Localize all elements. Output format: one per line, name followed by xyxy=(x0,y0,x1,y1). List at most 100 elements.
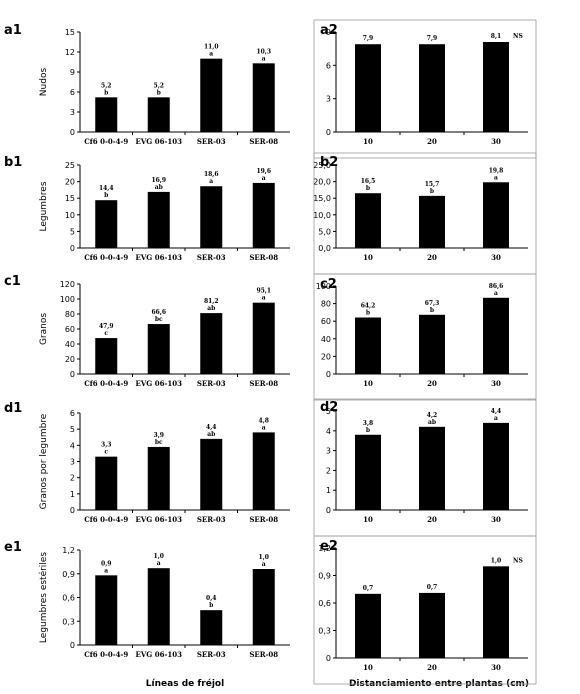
significance-letter: ab xyxy=(207,431,215,438)
y-axis-label-a1: Nudos xyxy=(39,68,49,97)
data-label: 81,2 xyxy=(204,298,219,305)
x-tick-label: 30 xyxy=(491,253,501,262)
bar xyxy=(95,338,118,374)
significance-letter: a xyxy=(262,424,266,431)
x-tick-label: SER-08 xyxy=(249,253,278,262)
x-tick-label: SER-03 xyxy=(197,137,226,146)
data-label: 0,7 xyxy=(427,584,437,591)
y-tick-label: 0 xyxy=(326,654,331,663)
panel-frame xyxy=(313,19,537,159)
y-tick-label: 10 xyxy=(65,211,75,220)
y-tick-label: 15 xyxy=(65,28,75,37)
significance-letter: b xyxy=(104,89,108,96)
y-tick-label: 60 xyxy=(65,325,75,334)
bar xyxy=(483,42,509,132)
y-tick-label: 3 xyxy=(70,458,75,467)
bar xyxy=(355,317,381,374)
data-label: 0,9 xyxy=(101,560,111,567)
bar xyxy=(200,438,223,510)
y-tick-label: 6 xyxy=(70,88,75,97)
significance-letter: b xyxy=(366,185,370,192)
panel-label-c1: c1 xyxy=(4,274,21,289)
ns-note: NS xyxy=(513,557,523,564)
y-axis-label-e1: Legumbres estériles xyxy=(38,552,49,643)
y-tick-label: 0,3 xyxy=(62,617,75,626)
y-tick-label: 1 xyxy=(70,490,75,499)
bar xyxy=(147,446,170,510)
data-label: 47,9 xyxy=(99,323,114,330)
x-tick-label: Cf6 0-0-4-9 xyxy=(84,253,128,262)
bar xyxy=(147,97,170,132)
y-tick-label: 0 xyxy=(326,370,331,379)
data-label: 3,9 xyxy=(154,432,164,439)
data-label: 19,6 xyxy=(256,168,271,175)
data-label: 67,3 xyxy=(425,300,440,307)
y-tick-label: 6 xyxy=(326,61,331,70)
y-tick-label: 25 xyxy=(65,161,75,170)
x-tick-label: 10 xyxy=(363,137,373,146)
significance-letter: a xyxy=(262,55,266,62)
bar xyxy=(252,182,275,248)
bar xyxy=(95,456,118,510)
x-tick-label: SER-03 xyxy=(197,379,226,388)
bar xyxy=(419,426,445,510)
x-tick-label: SER-08 xyxy=(249,379,278,388)
panel-label-b1: b1 xyxy=(4,155,22,170)
y-tick-label: 40 xyxy=(321,335,331,344)
bar xyxy=(419,314,445,374)
x-tick-label: EVG 06-103 xyxy=(136,253,183,262)
y-tick-label: 6 xyxy=(70,409,75,418)
y-tick-label: 80 xyxy=(321,300,331,309)
bar xyxy=(147,324,170,374)
significance-letter: ab xyxy=(428,419,436,426)
panel-label-e1: e1 xyxy=(4,540,22,555)
significance-letter: a xyxy=(157,560,161,567)
x-tick-label: 10 xyxy=(363,253,373,262)
panel-label-a2: a2 xyxy=(320,23,338,38)
y-tick-label: 10,0 xyxy=(313,211,331,220)
bar xyxy=(483,566,509,658)
x-tick-label: 20 xyxy=(427,253,437,262)
ns-note: NS xyxy=(513,33,523,40)
significance-letter: b xyxy=(430,188,434,195)
bar xyxy=(483,182,509,248)
data-label: 19,8 xyxy=(489,167,504,174)
data-label: 95,1 xyxy=(256,288,271,295)
y-tick-label: 20,0 xyxy=(313,178,331,187)
significance-letter: a xyxy=(104,567,108,574)
y-tick-label: 0 xyxy=(70,641,75,650)
data-label: 4,4 xyxy=(491,408,501,415)
significance-letter: ab xyxy=(155,184,163,191)
significance-letter: a xyxy=(262,295,266,302)
x-tick-label: EVG 06-103 xyxy=(136,515,183,524)
x-tick-label: Cf6 0-0-4-9 xyxy=(84,379,128,388)
significance-letter: a xyxy=(262,175,266,182)
y-axis-label-c1: Granos xyxy=(39,313,49,345)
data-label: 10,3 xyxy=(256,48,271,55)
panel-label-e2: e2 xyxy=(320,539,338,554)
y-tick-label: 0 xyxy=(326,506,331,515)
data-label: 1,0 xyxy=(154,553,164,560)
bar xyxy=(200,313,223,374)
y-tick-label: 15,0 xyxy=(313,194,331,203)
data-label: 1,0 xyxy=(491,557,501,564)
x-tick-label: Cf6 0-0-4-9 xyxy=(84,650,128,659)
data-label: 3,8 xyxy=(363,420,373,427)
y-tick-label: 2 xyxy=(70,474,75,483)
bar xyxy=(483,422,509,510)
y-tick-label: 5 xyxy=(70,227,75,236)
x-tick-label: EVG 06-103 xyxy=(136,379,183,388)
data-label: 15,7 xyxy=(425,181,440,188)
data-label: 16,9 xyxy=(151,177,166,184)
y-tick-label: 0,6 xyxy=(318,599,331,608)
y-tick-label: 40 xyxy=(65,340,75,349)
bar xyxy=(483,297,509,374)
y-tick-label: 5,0 xyxy=(318,227,331,236)
data-label: 4,4 xyxy=(206,424,216,431)
y-tick-label: 100 xyxy=(60,295,75,304)
y-tick-label: 9 xyxy=(70,68,75,77)
y-tick-label: 5 xyxy=(70,425,75,434)
x-title-left: Líneas de fréjol xyxy=(146,678,224,689)
significance-letter: b xyxy=(430,307,434,314)
significance-letter: a xyxy=(209,178,213,185)
